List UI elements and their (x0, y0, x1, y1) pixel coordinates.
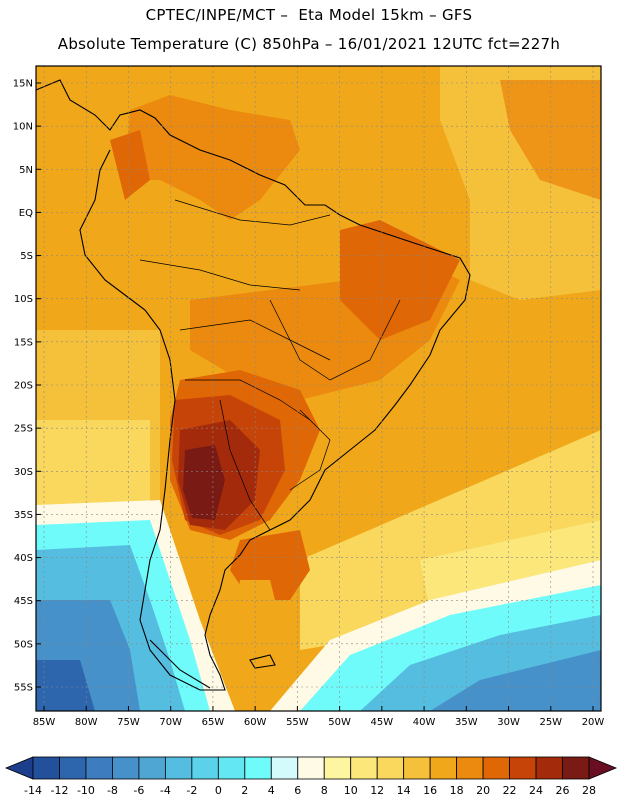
colorbar-swatch (562, 756, 590, 780)
colorbar-tick-label: 14 (397, 784, 411, 797)
lat-label: EQ (19, 208, 33, 219)
temperature-field (36, 66, 601, 711)
colorbar-tick-label: 0 (215, 784, 222, 797)
colorbar-tick-label: 18 (450, 784, 464, 797)
colorbar-swatch (217, 756, 246, 780)
lat-label: 55S (14, 683, 33, 694)
graticule (36, 66, 601, 711)
colorbar-tick-label: 2 (241, 784, 248, 797)
latitude-axis: 15N 10N 5N EQ 5S 10S 15S 20S 25S 30S 35S 40S 45S 50S 5… (13, 79, 41, 694)
colorbar-tick-label: 12 (370, 784, 384, 797)
colorbar-swatch (244, 756, 272, 780)
colorbar-swatch (350, 756, 378, 780)
colorbar-swatch (403, 756, 431, 780)
lat-label: 15S (14, 337, 33, 348)
colorbar-tick-label: -10 (77, 784, 95, 797)
colorbar-tick-label: 22 (503, 784, 517, 797)
colorbar-swatch (32, 756, 60, 780)
colorbar-swatch (323, 756, 352, 780)
lat-label: 10S (14, 294, 33, 305)
lat-label: 15N (13, 79, 33, 90)
title-line-2: Absolute Temperature (C) 850hPa – 16/01/… (57, 35, 561, 53)
lon-label: 25W (539, 717, 562, 728)
colorbar-tick-label: 8 (321, 784, 328, 797)
lon-label: 75W (117, 717, 140, 728)
lat-label: 20S (14, 381, 33, 392)
colorbar-tick-label: -8 (107, 784, 118, 797)
lon-label: 20W (582, 717, 605, 728)
colorbar-low-arrow (4, 756, 34, 780)
lon-label: 40W (413, 717, 436, 728)
lon-label: 55W (286, 717, 309, 728)
colorbar-tick-label: -4 (160, 784, 171, 797)
colorbar-swatch (482, 756, 510, 780)
lat-label: 10N (13, 122, 33, 133)
colorbar-tick-label: -14 (24, 784, 42, 797)
lon-label: 85W (33, 717, 56, 728)
colorbar-swatch (112, 756, 140, 780)
lon-label: 70W (159, 717, 182, 728)
lat-label: 35S (14, 510, 33, 521)
colorbar-tick-label: 20 (476, 784, 490, 797)
colorbar-tick-label: -12 (50, 784, 68, 797)
plot-frame (35, 65, 602, 712)
colorbar-tick-label: 24 (529, 784, 543, 797)
lat-label: 50S (14, 639, 33, 650)
country-borders (139, 199, 401, 531)
colorbar-tick-label: 28 (582, 784, 596, 797)
colorbar-swatch (297, 756, 325, 780)
lon-label: 45W (371, 717, 394, 728)
colorbar-tick-label: -6 (133, 784, 144, 797)
colorbar-swatch (456, 756, 484, 780)
colorbar-tick-label: 10 (344, 784, 358, 797)
lat-label: 25S (14, 424, 33, 435)
colorbar-swatch (164, 756, 193, 780)
lon-label: 30W (497, 717, 520, 728)
colorbar: -14 -12 -10 -8 -6 -4 -2 0 2 4 6 8 10 12 14 16 18 20 22 24 26… (4, 756, 618, 797)
longitude-axis: 85W 80W 75W 70W 65W 60W 55W 50W 45W 40W 35W 30W 25W 2… (33, 706, 605, 728)
colorbar-swatch (138, 756, 166, 780)
lat-label: 40S (14, 553, 33, 564)
colorbar-tick-label: 4 (268, 784, 275, 797)
colorbar-swatch (59, 756, 87, 780)
colorbar-swatch (191, 756, 219, 780)
colorbar-tick-label: -2 (186, 784, 197, 797)
lon-label: 80W (75, 717, 98, 728)
colorbar-tick-label: 6 (294, 784, 301, 797)
colorbar-swatch (85, 756, 113, 780)
colorbar-swatch (376, 756, 405, 780)
colorbar-swatch (535, 756, 563, 780)
title-line-1: CPTEC/INPE/MCT – Eta Model 15km – GFS (145, 6, 473, 24)
colorbar-high-arrow (588, 756, 618, 780)
coastlines (35, 79, 471, 691)
lon-label: 65W (202, 717, 225, 728)
lat-label: 45S (14, 596, 33, 607)
lon-label: 50W (328, 717, 351, 728)
colorbar-swatch (509, 756, 537, 780)
colorbar-swatch (429, 756, 458, 780)
lat-label: 5S (20, 251, 33, 262)
colorbar-tick-label: 16 (423, 784, 437, 797)
lon-label: 35W (455, 717, 478, 728)
colorbar-tick-label: 26 (556, 784, 570, 797)
lon-label: 60W (244, 717, 267, 728)
lat-label: 30S (14, 467, 33, 478)
colorbar-swatch (270, 756, 299, 780)
lat-label: 5N (19, 165, 33, 176)
